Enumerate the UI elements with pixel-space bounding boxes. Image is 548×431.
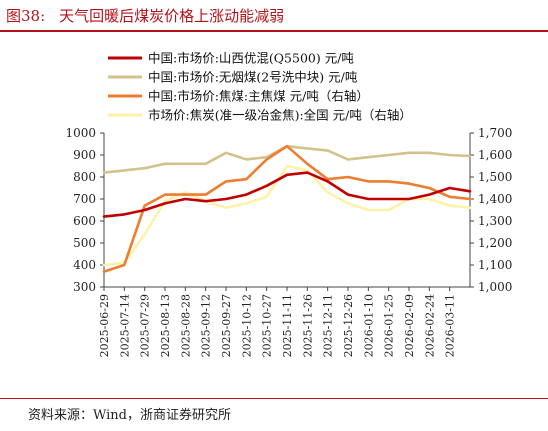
right-y-axis: 1,000 1,100 1,200 1,300 1,400 1,500 1,600 1,700 bbox=[469, 126, 512, 294]
x-tick-label: 2025-08-13 bbox=[159, 294, 172, 357]
legend-label: 中国:市场价:无烟煤(2号洗中块) 元/吨 bbox=[148, 70, 358, 85]
left-tick-label: 700 bbox=[73, 192, 96, 206]
series-layer bbox=[102, 144, 472, 273]
x-tick-label: 2026-02-24 bbox=[423, 294, 436, 357]
right-tick-label: 1,100 bbox=[478, 258, 512, 272]
left-tick-label: 400 bbox=[73, 258, 96, 272]
legend-label: 市场价:焦炭(准一级冶金焦):全国 元/吨（右轴） bbox=[148, 108, 412, 123]
x-tick-label: 2025-07-14 bbox=[118, 294, 131, 357]
series-line-1 bbox=[102, 171, 472, 218]
x-axis: 2025-06-29 2025-07-14 2025-07-29 2025-08-13… bbox=[98, 286, 470, 357]
left-tick-label: 300 bbox=[73, 280, 96, 294]
left-tick-label: 600 bbox=[73, 214, 96, 228]
x-tick-label: 2025-07-29 bbox=[139, 294, 152, 357]
x-tick-label: 2025-12-11 bbox=[322, 294, 335, 357]
legend-label: 中国:市场价:焦煤:主焦煤 元/吨（右轴） bbox=[148, 89, 369, 104]
figure-title: 天气回暖后煤炭价格上涨动能减弱 bbox=[59, 7, 285, 25]
x-tick-label: 2025-11-11 bbox=[281, 294, 294, 357]
right-tick-label: 1,600 bbox=[478, 148, 512, 162]
right-tick-label: 1,700 bbox=[478, 126, 512, 140]
x-tick-label: 2025-08-28 bbox=[179, 294, 192, 357]
x-tick-label: 2025-06-29 bbox=[98, 294, 111, 357]
left-tick-label: 1000 bbox=[65, 126, 96, 140]
right-tick-label: 1,500 bbox=[478, 170, 512, 184]
figure-number: 图38: bbox=[6, 7, 46, 25]
x-tick-label: 2026-02-09 bbox=[403, 294, 416, 357]
left-y-axis: 300 400 500 600 700 800 900 1000 bbox=[65, 126, 105, 294]
legend-label: 中国:市场价:山西优混(Q5500) 元/吨 bbox=[148, 51, 354, 66]
x-tick-label: 2026-01-10 bbox=[362, 294, 375, 357]
series-line-2 bbox=[102, 144, 472, 174]
x-tick-label: 2026-01-25 bbox=[383, 294, 396, 357]
right-tick-label: 1,400 bbox=[478, 192, 512, 206]
x-tick-label: 2026-03-11 bbox=[444, 294, 457, 357]
right-tick-label: 1,300 bbox=[478, 214, 512, 228]
x-tick-label: 2025-09-12 bbox=[200, 294, 213, 357]
x-tick-label: 2025-09-27 bbox=[220, 294, 233, 357]
bottom-rule bbox=[0, 398, 548, 399]
source-note: 资料来源：Wind，浙商证券研究所 bbox=[28, 408, 231, 423]
left-tick-label: 800 bbox=[73, 170, 96, 184]
x-tick-label: 2025-12-26 bbox=[342, 294, 355, 357]
left-tick-label: 900 bbox=[73, 148, 96, 162]
x-tick-label: 2025-10-12 bbox=[240, 294, 253, 357]
top-rule bbox=[0, 30, 548, 32]
chart-title: 图38: 天气回暖后煤炭价格上涨动能减弱 bbox=[6, 5, 284, 26]
x-tick-label: 2025-11-26 bbox=[301, 294, 314, 357]
right-tick-label: 1,200 bbox=[478, 236, 512, 250]
series-line-3 bbox=[102, 144, 472, 273]
left-tick-label: 500 bbox=[73, 236, 96, 250]
right-tick-label: 1,000 bbox=[478, 280, 512, 294]
x-tick-label: 2025-10-27 bbox=[261, 294, 274, 357]
legend: 中国:市场价:山西优混(Q5500) 元/吨中国:市场价:无烟煤(2号洗中块) … bbox=[108, 51, 412, 123]
series-line-4 bbox=[102, 164, 472, 267]
